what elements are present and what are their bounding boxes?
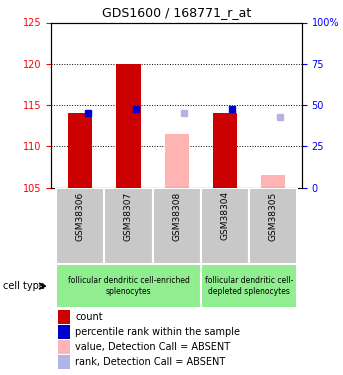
Text: count: count bbox=[75, 312, 103, 322]
Text: cell type: cell type bbox=[3, 281, 45, 291]
Bar bbox=[201, 264, 297, 308]
Bar bbox=[165, 134, 189, 188]
Text: GSM38304: GSM38304 bbox=[220, 191, 229, 240]
Text: GSM38307: GSM38307 bbox=[124, 191, 133, 241]
Bar bbox=[261, 175, 285, 188]
Bar bbox=[213, 113, 237, 188]
Bar bbox=[201, 188, 249, 264]
Text: GSM38306: GSM38306 bbox=[76, 191, 85, 241]
Bar bbox=[104, 188, 153, 264]
Text: value, Detection Call = ABSENT: value, Detection Call = ABSENT bbox=[75, 342, 230, 352]
Bar bbox=[153, 188, 201, 264]
Text: percentile rank within the sample: percentile rank within the sample bbox=[75, 327, 240, 337]
Bar bbox=[56, 188, 104, 264]
Bar bbox=[117, 64, 141, 188]
Text: follicular dendritic cell-enriched
splenocytes: follicular dendritic cell-enriched splen… bbox=[68, 276, 189, 296]
Bar bbox=[56, 264, 201, 308]
Bar bbox=[249, 188, 297, 264]
Title: GDS1600 / 168771_r_at: GDS1600 / 168771_r_at bbox=[102, 6, 251, 18]
Text: GSM38305: GSM38305 bbox=[269, 191, 277, 241]
Text: follicular dendritic cell-
depleted splenocytes: follicular dendritic cell- depleted sple… bbox=[205, 276, 293, 296]
Text: rank, Detection Call = ABSENT: rank, Detection Call = ABSENT bbox=[75, 357, 226, 367]
Text: GSM38308: GSM38308 bbox=[172, 191, 181, 241]
Bar bbox=[68, 113, 92, 188]
